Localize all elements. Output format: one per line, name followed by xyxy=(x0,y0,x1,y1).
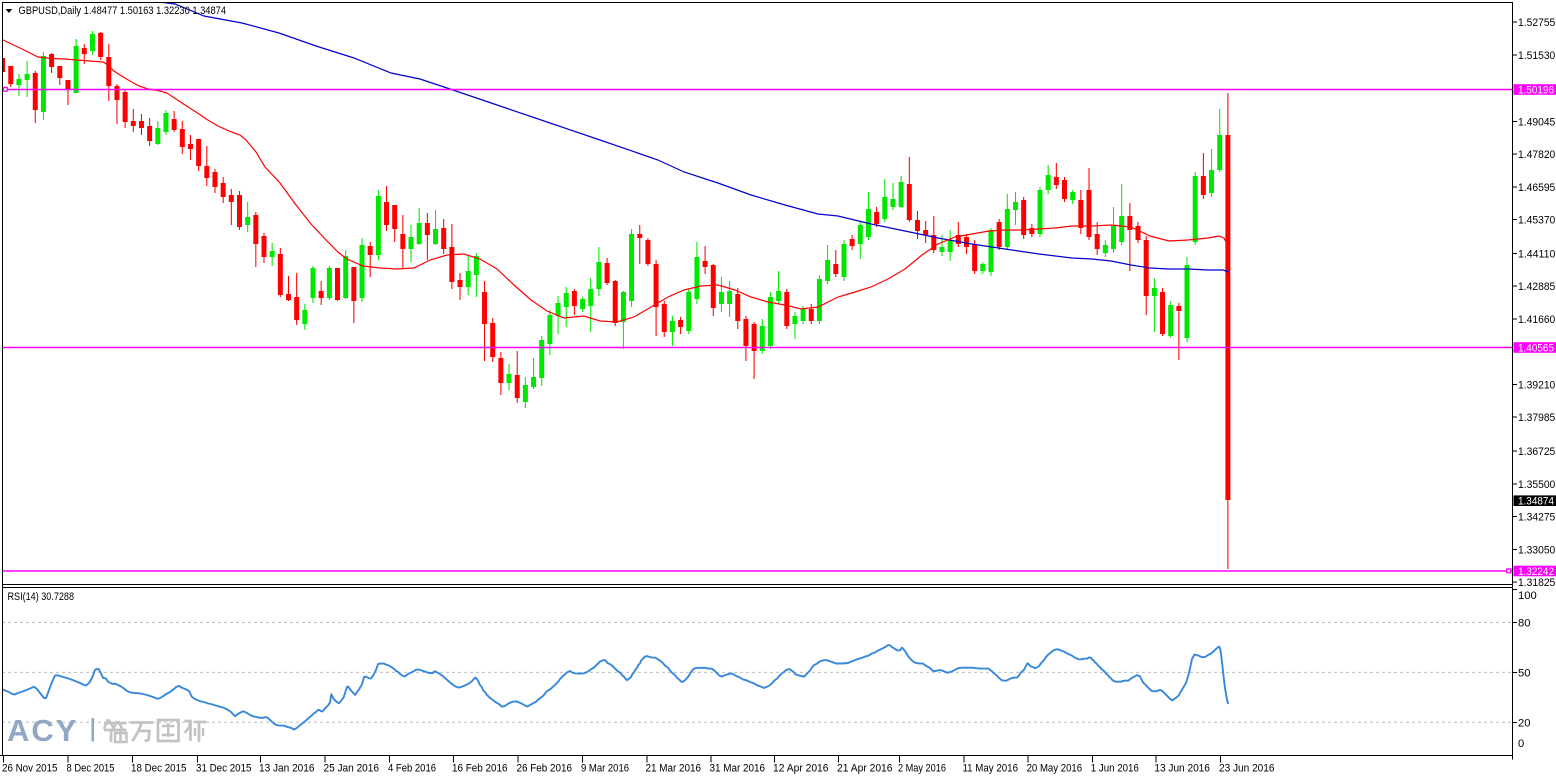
svg-text:1.34874: 1.34874 xyxy=(1518,496,1554,508)
svg-text:31 Mar 2016: 31 Mar 2016 xyxy=(710,763,766,775)
svg-text:21 Apr 2016: 21 Apr 2016 xyxy=(837,763,893,775)
svg-text:26 Nov 2015: 26 Nov 2015 xyxy=(2,763,58,775)
svg-text:4 Feb 2016: 4 Feb 2016 xyxy=(388,763,436,775)
svg-text:1.42885: 1.42885 xyxy=(1518,281,1555,293)
svg-text:1.34275: 1.34275 xyxy=(1518,512,1555,524)
svg-text:1.40565: 1.40565 xyxy=(1518,343,1554,355)
svg-text:20: 20 xyxy=(1518,717,1530,729)
svg-text:GBPUSD,Daily 1.48477 1.50163: GBPUSD,Daily 1.48477 1.50163 1.32230 1.3… xyxy=(19,5,227,17)
svg-text:1.32242: 1.32242 xyxy=(1518,566,1554,578)
svg-text:1.37985: 1.37985 xyxy=(1518,412,1555,424)
svg-text:0: 0 xyxy=(1518,738,1524,750)
svg-text:1.45370: 1.45370 xyxy=(1518,215,1555,227)
svg-text:ACY: ACY xyxy=(7,713,78,748)
svg-text:8 Dec 2015: 8 Dec 2015 xyxy=(67,763,115,775)
svg-text:1.44110: 1.44110 xyxy=(1518,248,1555,260)
svg-text:13 Jan 2016: 13 Jan 2016 xyxy=(259,763,315,775)
svg-text:RSI(14) 30.7288: RSI(14) 30.7288 xyxy=(8,591,75,603)
svg-text:1.35500: 1.35500 xyxy=(1518,479,1555,491)
svg-text:1.39210: 1.39210 xyxy=(1518,379,1555,391)
svg-text:80: 80 xyxy=(1518,618,1530,630)
svg-text:1.46595: 1.46595 xyxy=(1518,182,1555,194)
svg-text:12 Apr 2016: 12 Apr 2016 xyxy=(773,763,829,775)
svg-text:13 Jun 2016: 13 Jun 2016 xyxy=(1154,763,1210,775)
svg-text:1.47820: 1.47820 xyxy=(1518,149,1555,161)
svg-text:1.33050: 1.33050 xyxy=(1518,544,1555,556)
svg-text:1.49045: 1.49045 xyxy=(1518,116,1555,128)
svg-text:1.51530: 1.51530 xyxy=(1518,50,1555,62)
svg-text:1.31825: 1.31825 xyxy=(1518,577,1555,589)
svg-text:1 Jun 2016: 1 Jun 2016 xyxy=(1091,763,1139,775)
svg-text:26 Feb 2016: 26 Feb 2016 xyxy=(517,763,573,775)
svg-text:23 Jun 2016: 23 Jun 2016 xyxy=(1219,763,1275,775)
svg-text:11 May 2016: 11 May 2016 xyxy=(963,763,1019,775)
svg-text:18 Dec 2015: 18 Dec 2015 xyxy=(131,763,187,775)
svg-text:50: 50 xyxy=(1518,667,1530,679)
svg-text:1.36725: 1.36725 xyxy=(1518,446,1555,458)
svg-text:20 May 2016: 20 May 2016 xyxy=(1027,763,1083,775)
svg-text:1.52755: 1.52755 xyxy=(1518,17,1555,29)
svg-text:25 Jan 2016: 25 Jan 2016 xyxy=(324,763,380,775)
svg-text:1.50196: 1.50196 xyxy=(1518,85,1554,97)
svg-text:100: 100 xyxy=(1518,590,1537,602)
svg-text:21 Mar 2016: 21 Mar 2016 xyxy=(646,763,702,775)
svg-text:16 Feb 2016: 16 Feb 2016 xyxy=(452,763,508,775)
svg-text:31 Dec 2015: 31 Dec 2015 xyxy=(196,763,252,775)
svg-text:1.41660: 1.41660 xyxy=(1518,314,1555,326)
svg-text:9 Mar 2016: 9 Mar 2016 xyxy=(581,763,629,775)
svg-text:2 May 2016: 2 May 2016 xyxy=(898,763,946,775)
